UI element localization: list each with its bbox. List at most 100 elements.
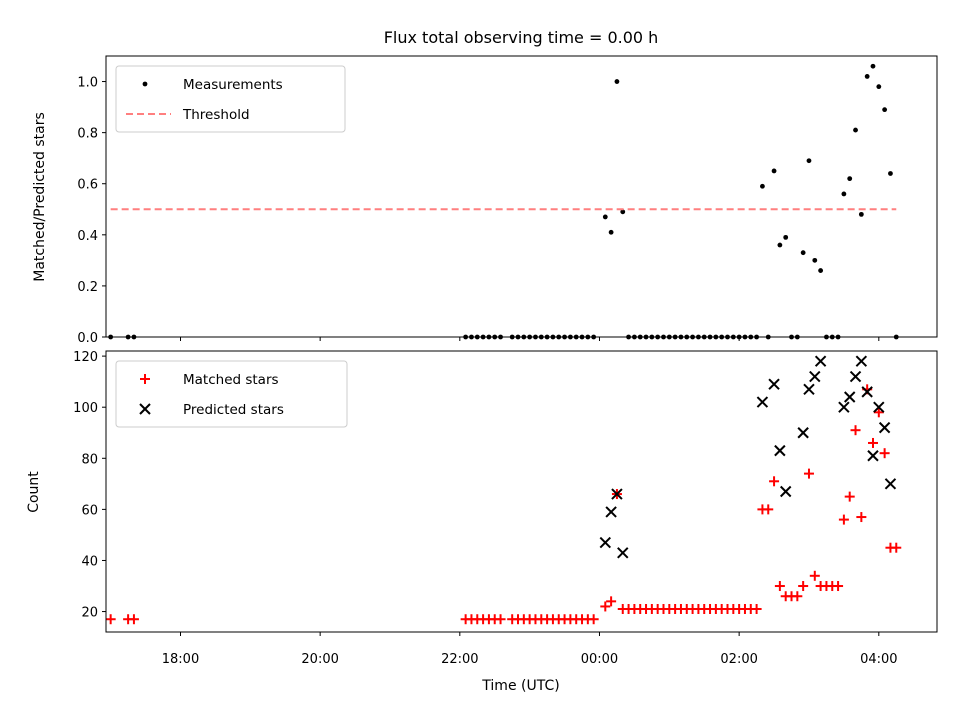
matched-stars-point	[833, 581, 844, 592]
predicted-stars-point	[599, 536, 612, 549]
ratio-y-tick-label: 0.6	[77, 178, 98, 193]
legend-threshold-label: Threshold	[182, 107, 250, 123]
predicted-stars-point	[878, 421, 891, 434]
measurements-point	[777, 242, 783, 248]
predicted-stars-point	[849, 370, 862, 383]
predicted-stars-point	[605, 506, 617, 518]
ratio-y-axis-label: Matched/Predicted stars	[32, 112, 48, 282]
ratio-y-tick-label: 0.4	[77, 229, 98, 244]
ratio-legend-frame	[115, 65, 346, 133]
matched-stars-point	[751, 604, 762, 615]
legend-measurements-label: Measurements	[183, 77, 283, 93]
measurements-point	[806, 158, 812, 164]
predicted-stars-point	[779, 485, 792, 498]
measurements-point	[771, 168, 777, 174]
ratio-plot-frame	[105, 55, 938, 338]
matched-stars-point	[798, 581, 809, 592]
predicted-stars-point	[809, 370, 821, 383]
matched-stars-point	[769, 476, 780, 487]
predicted-stars-point	[814, 355, 827, 367]
matched-stars-point	[600, 601, 611, 612]
count-y-tick-label: 60	[81, 503, 98, 518]
measurements-point	[818, 268, 824, 273]
matched-stars-point	[891, 542, 902, 553]
measurements-point	[620, 209, 626, 215]
predicted-stars-point	[873, 401, 885, 413]
legend-measurements-marker	[142, 81, 148, 87]
ratio-y-tick-label: 0.0	[77, 331, 98, 346]
count-y-tick-label: 120	[73, 350, 98, 365]
matched-stars-point	[844, 491, 855, 502]
predicted-stars-point	[838, 401, 850, 413]
ratio-legend: Measurements Threshold	[115, 65, 346, 133]
ratio-y-tick-label: 0.8	[77, 127, 98, 142]
predicted-stars-point	[774, 444, 786, 457]
legend-matched-marker	[140, 374, 150, 384]
measurements-point	[841, 191, 847, 197]
matched-stars-point	[873, 407, 884, 418]
matched-stars-point	[803, 468, 814, 479]
count-y-tick-label: 80	[81, 452, 98, 467]
predicted-stars-point	[617, 547, 629, 559]
matched-stars-point	[105, 614, 116, 625]
measurements-point	[853, 127, 858, 133]
matched-stars-point	[867, 437, 878, 448]
matched-stars-point	[774, 581, 785, 592]
measurements-point	[864, 74, 870, 79]
count-legend: Matched stars Predicted stars	[115, 360, 348, 428]
measurements-point	[858, 211, 864, 217]
x-tick-label: 18:00	[162, 652, 199, 667]
measurements-point	[783, 234, 789, 240]
x-tick-label: 20:00	[301, 652, 338, 667]
matched-stars-point	[850, 425, 861, 436]
predicted-stars-point	[768, 378, 780, 390]
matched-stars-point	[856, 512, 867, 523]
measurements-point	[760, 183, 765, 189]
measurements-point	[614, 79, 620, 84]
matched-stars-point	[495, 614, 506, 625]
count-y-axis-label: Count	[26, 471, 42, 513]
measurements-point	[882, 107, 888, 113]
ratio-panel: 0.0 0.2 0.4 0.6 0.8 1.0 Matched/Predicted sta…	[32, 55, 938, 346]
measurements-point	[602, 214, 608, 220]
legend-predicted-marker	[139, 403, 151, 415]
measurements-point	[847, 176, 853, 182]
measurements-point	[870, 63, 876, 69]
matched-stars-point	[838, 514, 849, 525]
matched-stars-point	[879, 448, 890, 459]
matched-stars-point	[763, 504, 774, 515]
ratio-y-tick-label: 0.2	[77, 280, 98, 295]
count-y-tick-label: 100	[73, 401, 98, 416]
predicted-stars-point	[861, 386, 873, 398]
matched-stars-point	[792, 591, 803, 602]
predicted-stars-point	[803, 383, 815, 396]
ratio-y-tick-label: 1.0	[77, 76, 98, 91]
measurements-point	[876, 84, 882, 90]
matched-stars-point	[606, 596, 617, 607]
x-axis-label: Time (UTC)	[481, 678, 559, 694]
matched-stars-point	[588, 614, 599, 625]
count-panel: 20 40 60 80 100 120 18:00 20:00 22:00 00:00 02:00…	[26, 350, 938, 694]
predicted-stars-point	[867, 450, 879, 462]
matched-stars-point	[128, 614, 139, 625]
measurements-point	[888, 171, 893, 176]
legend-predicted-label: Predicted stars	[183, 402, 284, 418]
count-y-tick-label: 20	[81, 606, 98, 621]
measurements-point	[800, 250, 806, 256]
count-legend-frame	[115, 360, 348, 428]
predicted-stars-point	[797, 427, 809, 439]
measurements-point	[608, 229, 614, 235]
legend-matched-label: Matched stars	[183, 372, 279, 388]
predicted-stars-point	[756, 396, 769, 408]
measurements-point	[812, 257, 818, 263]
count-y-tick-label: 40	[81, 554, 98, 569]
x-tick-label: 04:00	[860, 652, 897, 667]
count-plot-frame	[105, 350, 938, 633]
x-tick-label: 00:00	[581, 652, 618, 667]
chart-title: Flux total observing time = 0.00 h	[384, 28, 659, 47]
predicted-stars-point	[611, 488, 623, 500]
predicted-stars-point	[844, 391, 856, 403]
predicted-stars-point	[884, 478, 897, 490]
predicted-stars-point	[855, 355, 868, 367]
